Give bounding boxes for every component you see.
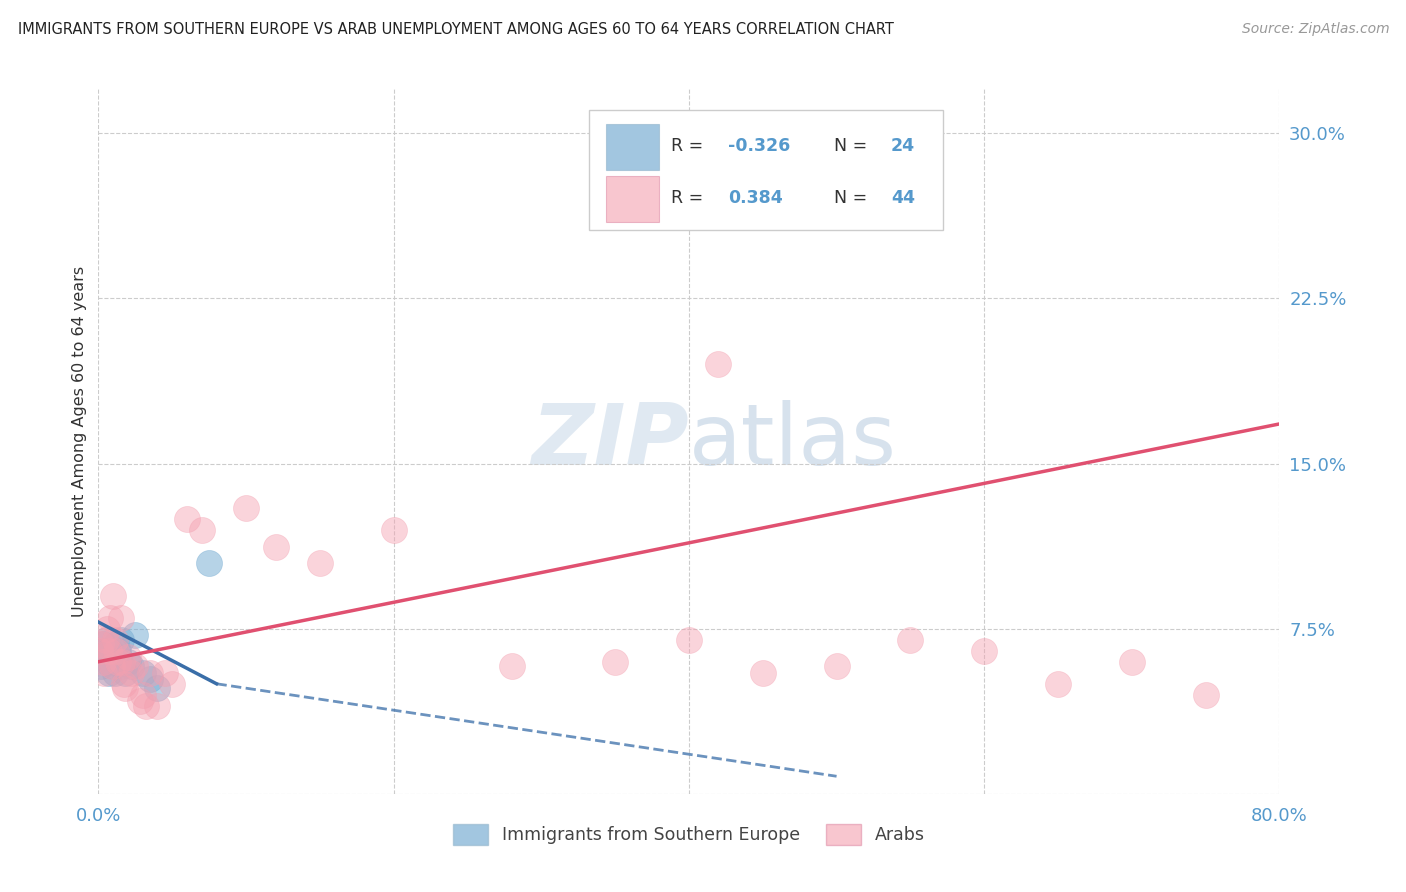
Point: [100, 655, 122, 669]
Point: [128, 694, 150, 708]
Point: [107, 655, 129, 669]
Point: [104, 665, 127, 680]
Point: [139, 665, 162, 680]
Point: [146, 698, 169, 713]
Point: [198, 556, 221, 570]
Point: [110, 632, 132, 647]
Point: [146, 681, 169, 696]
Point: [96, 622, 118, 636]
Text: R =: R =: [671, 136, 709, 154]
FancyBboxPatch shape: [589, 111, 943, 230]
Point: [191, 523, 214, 537]
Point: [93, 644, 115, 658]
Point: [96, 655, 118, 669]
Text: atlas: atlas: [689, 400, 897, 483]
Point: [110, 610, 132, 624]
Point: [108, 650, 131, 665]
Point: [176, 511, 198, 525]
Point: [264, 541, 287, 555]
Point: [825, 659, 848, 673]
Point: [97, 644, 120, 658]
Point: [98, 644, 121, 658]
Text: R =: R =: [671, 189, 709, 208]
Point: [89, 644, 111, 658]
Point: [309, 556, 332, 570]
Point: [91, 637, 114, 651]
Text: 0.384: 0.384: [728, 189, 783, 208]
Text: ZIP: ZIP: [531, 400, 689, 483]
Point: [98, 610, 121, 624]
Point: [94, 632, 117, 647]
Point: [90, 637, 112, 651]
Point: [162, 677, 183, 691]
Point: [678, 632, 700, 647]
Y-axis label: Unemployment Among Ages 60 to 64 years: Unemployment Among Ages 60 to 64 years: [72, 266, 87, 617]
Point: [973, 644, 995, 658]
Point: [107, 644, 129, 658]
Point: [104, 632, 127, 647]
Text: N =: N =: [834, 189, 873, 208]
Point: [117, 650, 139, 665]
Point: [752, 665, 775, 680]
Point: [100, 659, 122, 673]
Text: Source: ZipAtlas.com: Source: ZipAtlas.com: [1241, 22, 1389, 37]
Point: [1195, 688, 1218, 702]
Point: [132, 688, 155, 702]
Point: [1046, 677, 1070, 691]
Point: [707, 358, 730, 372]
Text: -0.326: -0.326: [728, 136, 790, 154]
Text: 44: 44: [891, 189, 915, 208]
Point: [94, 632, 117, 647]
Point: [124, 659, 146, 673]
Point: [120, 665, 142, 680]
FancyBboxPatch shape: [606, 176, 659, 222]
Point: [90, 659, 112, 673]
Point: [132, 665, 155, 680]
Point: [135, 698, 157, 713]
Point: [114, 665, 136, 680]
Point: [605, 655, 627, 669]
Point: [153, 665, 176, 680]
Point: [91, 655, 114, 669]
Point: [105, 644, 128, 658]
Text: IMMIGRANTS FROM SOUTHERN EUROPE VS ARAB UNEMPLOYMENT AMONG AGES 60 TO 64 YEARS C: IMMIGRANTS FROM SOUTHERN EUROPE VS ARAB …: [18, 22, 894, 37]
Point: [103, 589, 125, 603]
Text: N =: N =: [834, 136, 873, 154]
Point: [501, 659, 523, 673]
Point: [93, 665, 115, 680]
Point: [382, 523, 405, 537]
Point: [97, 665, 120, 680]
Point: [105, 637, 128, 651]
Point: [117, 655, 139, 669]
Point: [89, 650, 111, 665]
Point: [139, 673, 162, 687]
Point: [103, 659, 125, 673]
Point: [1121, 655, 1143, 669]
Point: [900, 632, 922, 647]
Point: [124, 628, 146, 642]
Point: [111, 655, 134, 669]
Point: [235, 500, 257, 515]
Point: [114, 681, 136, 696]
Point: [120, 659, 142, 673]
Legend: Immigrants from Southern Europe, Arabs: Immigrants from Southern Europe, Arabs: [446, 817, 932, 852]
Text: 24: 24: [891, 136, 915, 154]
FancyBboxPatch shape: [606, 124, 659, 170]
Point: [112, 677, 135, 691]
Point: [111, 659, 134, 673]
